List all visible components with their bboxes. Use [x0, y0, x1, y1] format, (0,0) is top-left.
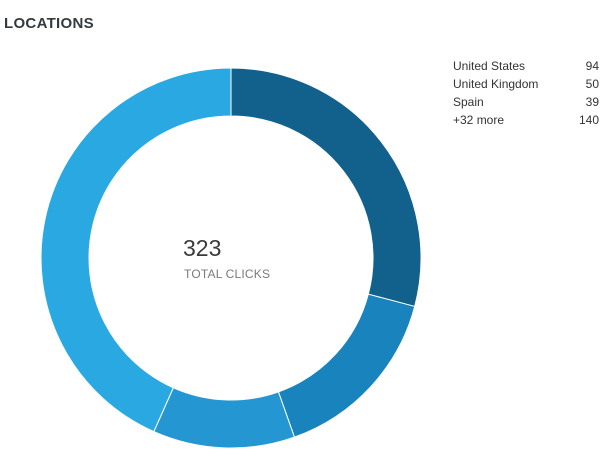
legend-label: +32 more — [453, 113, 505, 127]
total-clicks-label: TOTAL CLICKS — [184, 267, 271, 281]
legend-item: Spain 39 — [453, 93, 599, 111]
donut-slice-32-more[interactable] — [40, 67, 232, 433]
legend: United States 94 United Kingdom 50 Spain… — [453, 57, 599, 129]
legend-label: United Kingdom — [453, 77, 539, 91]
legend-value: 94 — [585, 59, 599, 73]
section-title: LOCATIONS — [4, 15, 94, 32]
legend-value: 140 — [578, 113, 599, 127]
donut-slice-spain[interactable] — [153, 387, 296, 449]
legend-item: +32 more 140 — [453, 111, 599, 129]
total-clicks-value: 323 — [183, 235, 222, 261]
legend-value: 50 — [585, 77, 599, 91]
legend-item: United States 94 — [453, 57, 599, 75]
legend-item: United Kingdom 50 — [453, 75, 599, 93]
donut-chart — [40, 67, 422, 449]
legend-value: 39 — [585, 95, 599, 109]
legend-label: United States — [453, 59, 526, 73]
donut-slices — [40, 67, 422, 449]
legend-label: Spain — [453, 95, 484, 109]
donut-slice-united-kingdom[interactable] — [277, 293, 416, 438]
